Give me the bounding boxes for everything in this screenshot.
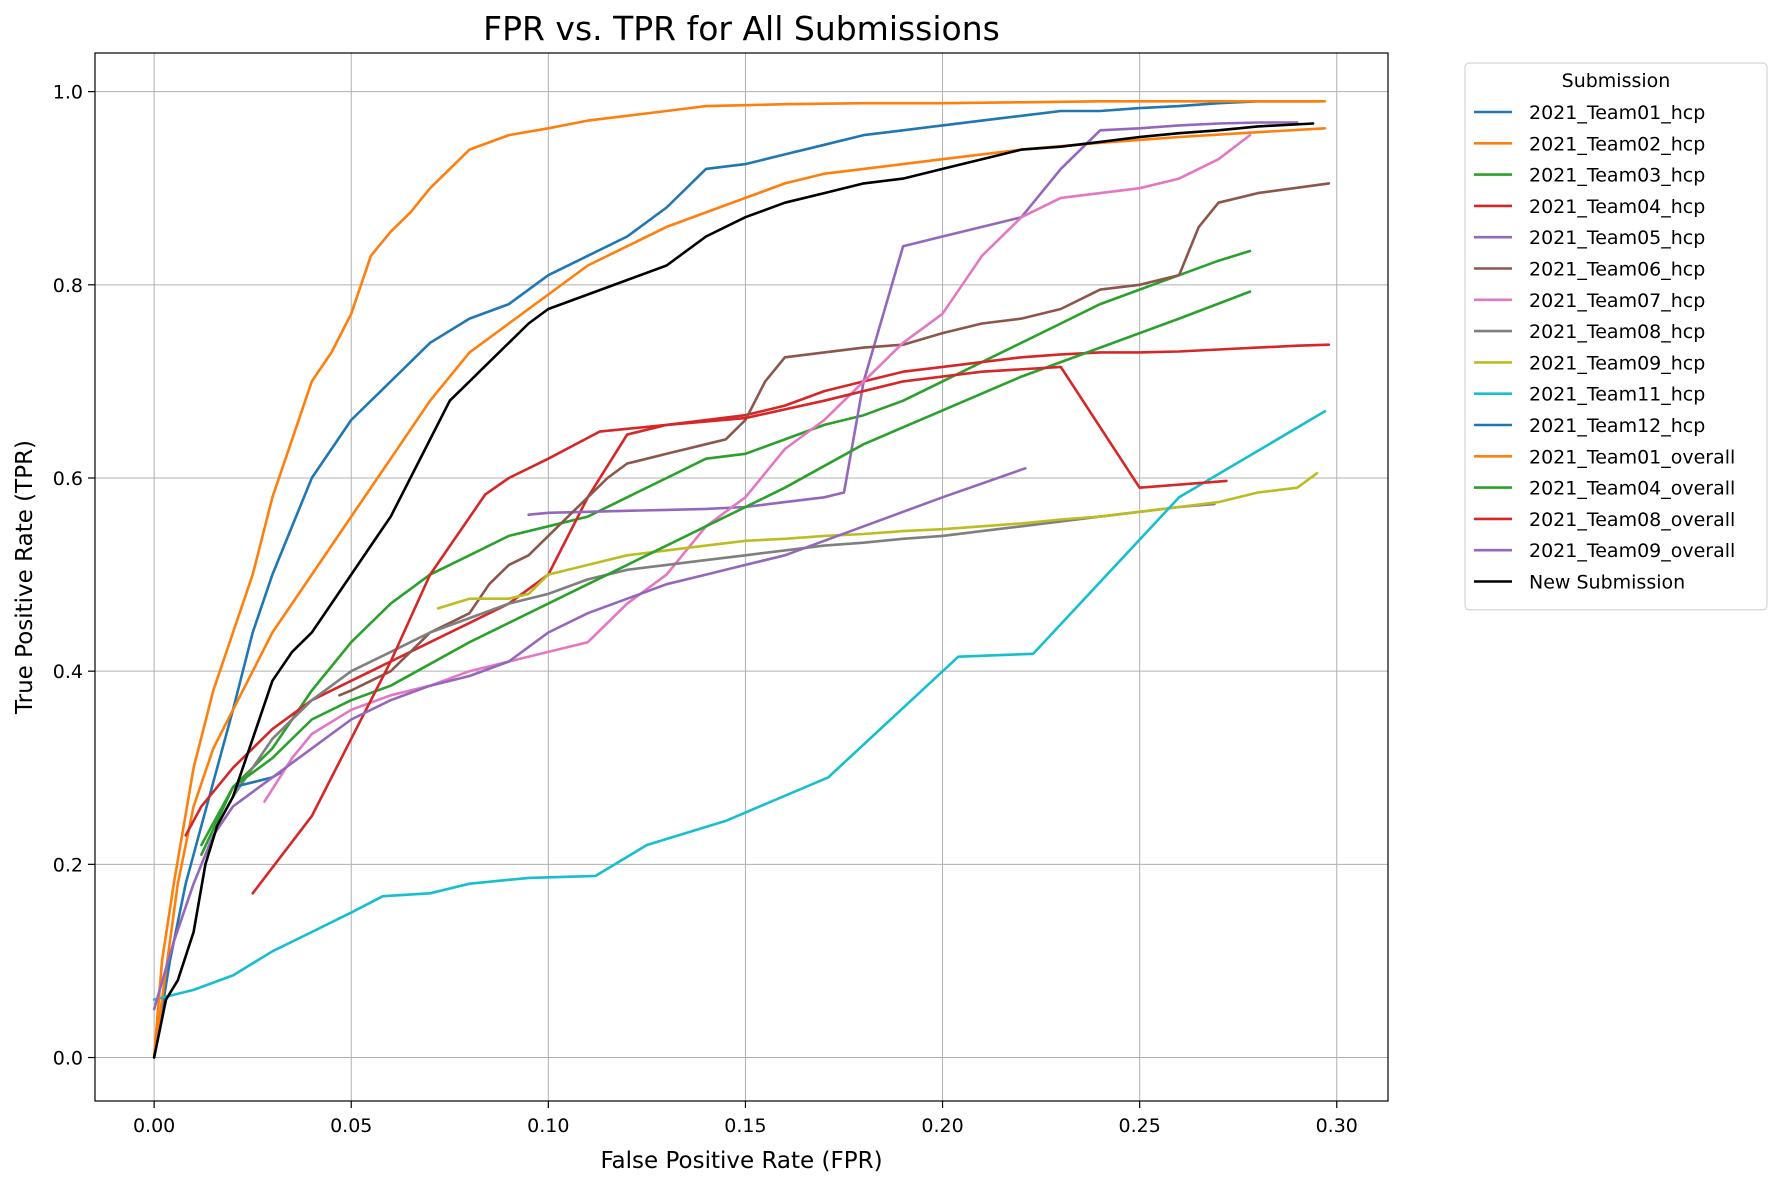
legend-label: 2021_Team12_hcp xyxy=(1529,415,1705,437)
x-tick-label: 0.20 xyxy=(921,1115,963,1137)
x-axis-label: False Positive Rate (FPR) xyxy=(600,1148,882,1174)
x-tick-label: 0.00 xyxy=(133,1115,175,1137)
series-line-2021-team09-overall xyxy=(152,466,1027,1011)
y-tick-label: 0.4 xyxy=(53,661,83,683)
series-line-2021-team03-hcp xyxy=(200,249,1252,847)
legend-item: 2021_Team05_hcp xyxy=(1474,227,1705,249)
legend-items: 2021_Team01_hcp 2021_Team02_hcp 2021_Team0… xyxy=(1474,102,1735,594)
series-line-2021-team02-hcp xyxy=(152,127,1327,1059)
legend-box xyxy=(1464,62,1768,611)
legend-label: 2021_Team07_hcp xyxy=(1529,290,1705,312)
legend-label: 2021_Team04_hcp xyxy=(1529,196,1705,218)
legend-label: 2021_Team06_hcp xyxy=(1529,259,1705,281)
series-line-2021-team11-hcp xyxy=(152,409,1327,1001)
legend-label: 2021_Team09_overall xyxy=(1529,540,1735,562)
legend-item: 2021_Team08_hcp xyxy=(1474,321,1705,343)
legend-label: 2021_Team08_hcp xyxy=(1529,321,1705,343)
series-line-2021-team01-hcp xyxy=(152,100,1323,1059)
legend-item: 2021_Team12_hcp xyxy=(1474,415,1705,437)
legend-item: 2021_Team03_hcp xyxy=(1474,165,1705,187)
series-line-2021-team06-hcp xyxy=(338,182,1331,697)
series-line-2021-team01-overall xyxy=(152,100,1327,1059)
plot-area-frame xyxy=(94,52,1389,1102)
legend: Submission 2021_Team01_hcp 2021_Team02_hc… xyxy=(1464,62,1768,611)
legend-title: Submission xyxy=(1562,70,1671,92)
series-line-2021-team05-hcp xyxy=(527,121,1299,517)
y-tick-label: 0.2 xyxy=(53,854,83,876)
legend-label: 2021_Team01_overall xyxy=(1529,446,1735,468)
legend-item: 2021_Team07_hcp xyxy=(1474,290,1705,312)
legend-item: 2021_Team08_overall xyxy=(1474,509,1735,531)
legend-item: 2021_Team04_overall xyxy=(1474,478,1735,500)
x-tick-label: 0.10 xyxy=(527,1115,569,1137)
x-tick-label: 0.25 xyxy=(1118,1115,1160,1137)
legend-item: 2021_Team06_hcp xyxy=(1474,259,1705,281)
legend-item: 2021_Team02_hcp xyxy=(1474,133,1705,155)
legend-label: 2021_Team09_hcp xyxy=(1529,352,1705,374)
series-lines xyxy=(152,100,1331,1059)
y-tick-label: 1.0 xyxy=(53,82,83,104)
legend-label: 2021_Team05_hcp xyxy=(1529,227,1705,249)
legend-label: 2021_Team01_hcp xyxy=(1529,102,1705,124)
y-tick-label: 0.8 xyxy=(53,275,83,297)
series-line-2021-team08-hcp xyxy=(231,502,1216,799)
legend-item: 2021_Team01_hcp xyxy=(1474,102,1705,124)
x-tick-label: 0.15 xyxy=(724,1115,766,1137)
legend-item: 2021_Team09_hcp xyxy=(1474,352,1705,374)
legend-item: 2021_Team11_hcp xyxy=(1474,384,1705,406)
legend-item: 2021_Team01_overall xyxy=(1474,446,1735,468)
x-tick-label: 0.30 xyxy=(1316,1115,1358,1137)
y-axis-label: True Positive Rate (TPR) xyxy=(12,440,38,715)
legend-label: 2021_Team11_hcp xyxy=(1529,384,1705,406)
series-line-2021-team07-hcp xyxy=(263,133,1252,803)
legend-label: 2021_Team02_hcp xyxy=(1529,133,1705,155)
legend-label: 2021_Team04_overall xyxy=(1529,478,1735,500)
series-line-2021-team04-overall xyxy=(200,290,1252,857)
legend-item: 2021_Team04_hcp xyxy=(1474,196,1705,218)
series-line-2021-team08-overall xyxy=(251,365,1228,895)
legend-label: 2021_Team08_overall xyxy=(1529,509,1735,531)
chart-title: FPR vs. TPR for All Submissions xyxy=(483,9,1000,48)
legend-label: 2021_Team03_hcp xyxy=(1529,165,1705,187)
legend-item: New Submission xyxy=(1474,572,1685,594)
axis-ticks: 0.00 0.05 0.10 0.15 0.20 0.25 0.30 0.0 0.2 0.4 0.6… xyxy=(53,82,1358,1137)
x-tick-label: 0.05 xyxy=(330,1115,372,1137)
y-tick-label: 0.0 xyxy=(53,1048,83,1070)
series-line-2021-team04-hcp xyxy=(184,343,1331,837)
series-line-2021-team09-hcp xyxy=(436,471,1319,610)
series-line-new-submission xyxy=(152,122,1315,1059)
legend-item: 2021_Team09_overall xyxy=(1474,540,1735,562)
y-tick-label: 0.6 xyxy=(53,468,83,490)
legend-label: New Submission xyxy=(1529,572,1685,594)
